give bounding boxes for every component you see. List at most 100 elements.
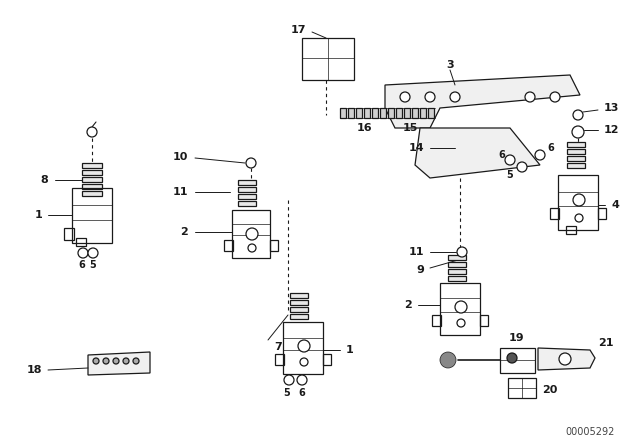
Circle shape bbox=[425, 92, 435, 102]
Circle shape bbox=[559, 353, 571, 365]
Text: 4: 4 bbox=[611, 200, 619, 210]
Circle shape bbox=[248, 244, 256, 252]
Text: 5: 5 bbox=[507, 170, 513, 180]
Circle shape bbox=[525, 92, 535, 102]
Circle shape bbox=[535, 150, 545, 160]
FancyBboxPatch shape bbox=[82, 191, 102, 196]
Text: 18: 18 bbox=[26, 365, 42, 375]
FancyBboxPatch shape bbox=[238, 194, 256, 199]
Text: 13: 13 bbox=[604, 103, 620, 113]
FancyBboxPatch shape bbox=[428, 108, 434, 118]
Text: 16: 16 bbox=[357, 123, 373, 133]
FancyBboxPatch shape bbox=[448, 262, 466, 267]
FancyBboxPatch shape bbox=[290, 300, 308, 305]
Text: 19: 19 bbox=[508, 333, 524, 343]
FancyBboxPatch shape bbox=[238, 180, 256, 185]
Circle shape bbox=[455, 301, 467, 313]
Text: 6: 6 bbox=[547, 143, 554, 153]
FancyBboxPatch shape bbox=[412, 108, 418, 118]
Circle shape bbox=[517, 162, 527, 172]
Text: 21: 21 bbox=[598, 338, 614, 348]
Text: 6: 6 bbox=[299, 388, 305, 398]
Circle shape bbox=[572, 126, 584, 138]
Circle shape bbox=[113, 358, 119, 364]
Text: 00005292: 00005292 bbox=[565, 427, 614, 437]
FancyBboxPatch shape bbox=[404, 108, 410, 118]
FancyBboxPatch shape bbox=[82, 184, 102, 189]
Circle shape bbox=[133, 358, 139, 364]
FancyBboxPatch shape bbox=[448, 255, 466, 260]
Text: 11: 11 bbox=[173, 187, 188, 197]
Circle shape bbox=[505, 155, 515, 165]
FancyBboxPatch shape bbox=[567, 142, 585, 147]
FancyBboxPatch shape bbox=[82, 170, 102, 175]
Text: 2: 2 bbox=[404, 300, 412, 310]
FancyBboxPatch shape bbox=[567, 163, 585, 168]
Text: 1: 1 bbox=[346, 345, 354, 355]
FancyBboxPatch shape bbox=[238, 187, 256, 192]
FancyBboxPatch shape bbox=[82, 163, 102, 168]
FancyBboxPatch shape bbox=[290, 293, 308, 298]
Text: 14: 14 bbox=[408, 143, 424, 153]
Text: 6: 6 bbox=[499, 150, 505, 160]
FancyBboxPatch shape bbox=[364, 108, 370, 118]
FancyBboxPatch shape bbox=[238, 201, 256, 206]
FancyBboxPatch shape bbox=[388, 108, 394, 118]
FancyBboxPatch shape bbox=[356, 108, 362, 118]
Circle shape bbox=[400, 92, 410, 102]
Circle shape bbox=[573, 194, 585, 206]
FancyBboxPatch shape bbox=[290, 307, 308, 312]
Circle shape bbox=[575, 214, 583, 222]
Text: 2: 2 bbox=[180, 227, 188, 237]
Text: 5: 5 bbox=[284, 388, 291, 398]
Circle shape bbox=[550, 92, 560, 102]
Text: 8: 8 bbox=[40, 175, 48, 185]
FancyBboxPatch shape bbox=[380, 108, 386, 118]
Polygon shape bbox=[88, 352, 150, 375]
Circle shape bbox=[93, 358, 99, 364]
Circle shape bbox=[440, 352, 456, 368]
FancyBboxPatch shape bbox=[420, 108, 426, 118]
FancyBboxPatch shape bbox=[567, 156, 585, 161]
Text: 17: 17 bbox=[291, 25, 306, 35]
Text: 7: 7 bbox=[274, 342, 282, 352]
Circle shape bbox=[457, 319, 465, 327]
Circle shape bbox=[88, 248, 98, 258]
Polygon shape bbox=[538, 348, 595, 370]
Polygon shape bbox=[415, 128, 540, 178]
Circle shape bbox=[297, 375, 307, 385]
Text: 9: 9 bbox=[416, 265, 424, 275]
FancyBboxPatch shape bbox=[82, 177, 102, 182]
FancyBboxPatch shape bbox=[290, 314, 308, 319]
Text: 20: 20 bbox=[542, 385, 557, 395]
Text: 6: 6 bbox=[79, 260, 85, 270]
Circle shape bbox=[87, 127, 97, 137]
FancyBboxPatch shape bbox=[372, 108, 378, 118]
Circle shape bbox=[246, 158, 256, 168]
Text: 15: 15 bbox=[403, 123, 418, 133]
FancyBboxPatch shape bbox=[348, 108, 354, 118]
Circle shape bbox=[573, 110, 583, 120]
Circle shape bbox=[300, 358, 308, 366]
Text: 11: 11 bbox=[408, 247, 424, 257]
Text: 12: 12 bbox=[604, 125, 620, 135]
Text: 5: 5 bbox=[90, 260, 97, 270]
FancyBboxPatch shape bbox=[448, 276, 466, 281]
FancyBboxPatch shape bbox=[448, 269, 466, 274]
Circle shape bbox=[78, 248, 88, 258]
FancyBboxPatch shape bbox=[396, 108, 402, 118]
Circle shape bbox=[284, 375, 294, 385]
Text: 1: 1 bbox=[35, 210, 42, 220]
Circle shape bbox=[123, 358, 129, 364]
Text: 3: 3 bbox=[446, 60, 454, 70]
Circle shape bbox=[298, 340, 310, 352]
Polygon shape bbox=[385, 75, 580, 128]
FancyBboxPatch shape bbox=[340, 108, 346, 118]
Circle shape bbox=[103, 358, 109, 364]
Polygon shape bbox=[440, 357, 450, 363]
Circle shape bbox=[450, 92, 460, 102]
Circle shape bbox=[457, 247, 467, 257]
Text: 10: 10 bbox=[173, 152, 188, 162]
Circle shape bbox=[246, 228, 258, 240]
FancyBboxPatch shape bbox=[567, 149, 585, 154]
